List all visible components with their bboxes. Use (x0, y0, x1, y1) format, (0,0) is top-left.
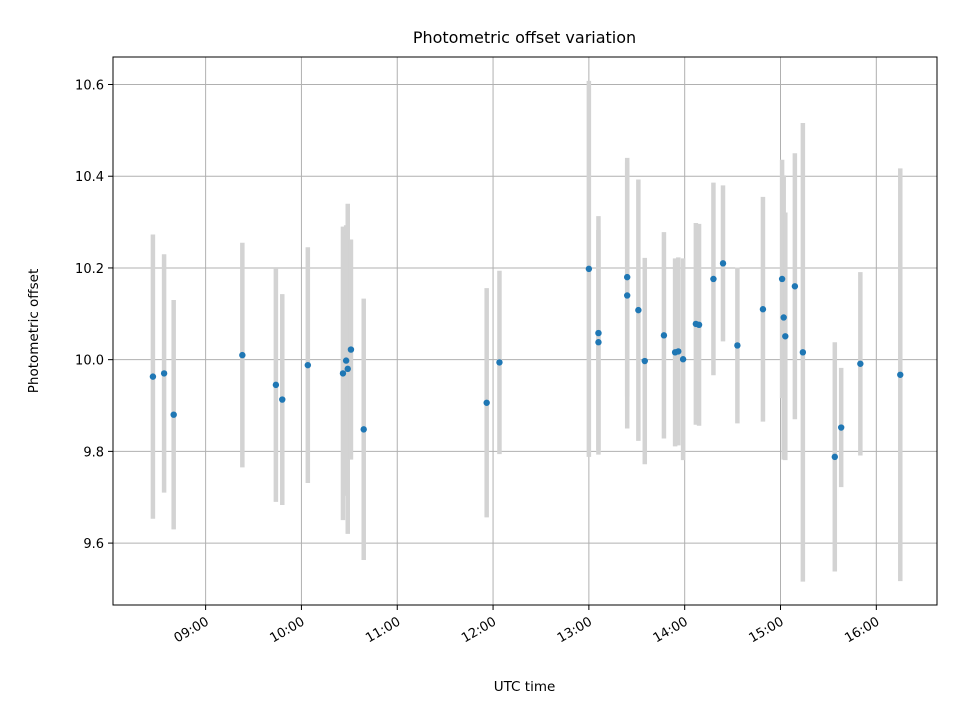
data-point (279, 396, 286, 403)
data-point (695, 321, 703, 329)
data-point (679, 356, 687, 363)
data-point (585, 265, 593, 273)
data-point (782, 333, 789, 340)
x-axis-label: UTC time (494, 679, 556, 695)
y-axis-ticks: 9.6 9.8 10.0 10.2 10.4 10.6 (75, 79, 113, 552)
data-point (347, 346, 355, 353)
data-point (360, 426, 367, 433)
data-point (149, 373, 157, 380)
data-point (780, 314, 787, 321)
data-point (635, 306, 642, 314)
data-point (483, 399, 490, 406)
y-tick-label: 10.4 (75, 170, 104, 185)
data-point (496, 359, 503, 366)
data-point (719, 260, 727, 267)
data-point (342, 357, 350, 364)
data-point (831, 453, 838, 461)
data-point (339, 370, 347, 377)
grid-lines (113, 57, 937, 605)
data-point (660, 332, 668, 339)
data-point (239, 351, 246, 359)
y-tick-label: 9.6 (83, 537, 104, 552)
data-point (641, 357, 648, 365)
data-points (149, 260, 904, 461)
data-point (170, 411, 177, 418)
data-point (897, 371, 904, 378)
data-point (624, 273, 631, 281)
y-tick-label: 10.2 (75, 262, 104, 277)
data-point (791, 283, 799, 290)
data-point (799, 349, 807, 356)
y-tick-label: 9.8 (83, 445, 104, 460)
data-point (837, 424, 845, 431)
data-point (160, 370, 168, 377)
data-point (778, 275, 786, 283)
data-point (304, 361, 312, 369)
data-point (710, 275, 717, 283)
y-tick-label: 10.0 (75, 354, 104, 369)
y-tick-label: 10.6 (75, 79, 104, 94)
data-point (272, 381, 280, 389)
plot-frame (112, 56, 938, 606)
data-point (624, 292, 631, 299)
data-point (759, 306, 767, 313)
data-point (595, 329, 602, 337)
data-point (857, 360, 864, 367)
data-point (344, 365, 351, 373)
chart-title: Photometric offset variation (413, 28, 636, 47)
y-axis-label: Photometric offset (26, 269, 42, 393)
data-point (675, 348, 682, 355)
data-point (734, 342, 741, 349)
data-point (595, 339, 602, 346)
